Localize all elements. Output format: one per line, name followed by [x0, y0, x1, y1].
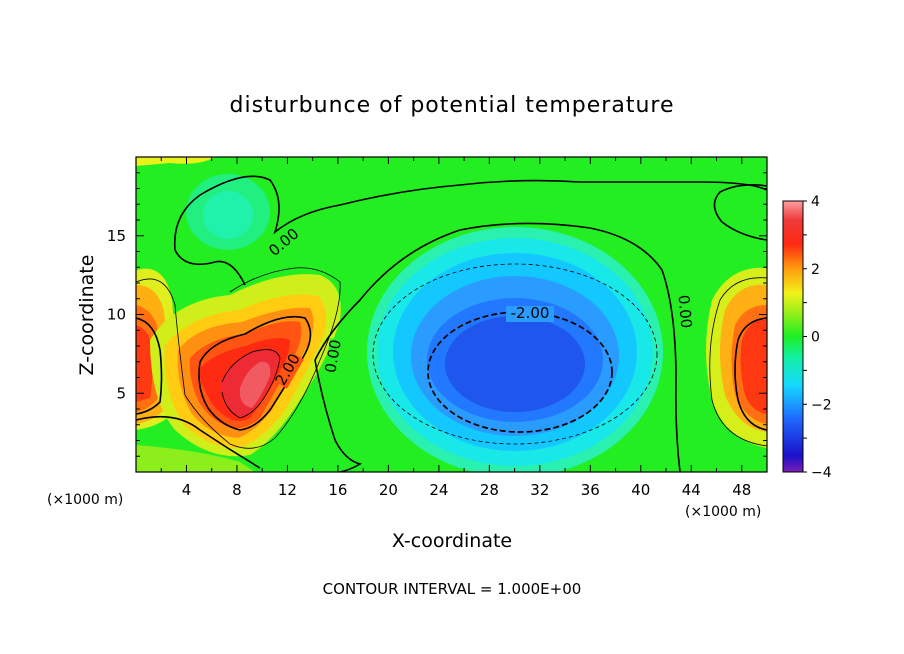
- x-unit-label-left: (×1000 m): [47, 492, 123, 508]
- x-tick-label: 16: [328, 481, 347, 499]
- contour-label: 0.00: [321, 338, 345, 374]
- x-tick-label: 4: [182, 481, 192, 499]
- axis-ticks: [136, 157, 767, 472]
- minus-one-contour: [372, 263, 658, 445]
- x-tick-label: 36: [581, 481, 600, 499]
- zero-contour-cold-bubble-left: [314, 359, 363, 472]
- x-tick-label: 20: [379, 481, 398, 499]
- y-axis-label: Z-coordinate: [76, 255, 98, 376]
- colorbar-tick-label: 4: [811, 194, 820, 210]
- y-tick-label: 5: [116, 384, 126, 402]
- x-tick-label: 48: [732, 481, 751, 499]
- contour-label: 0.00: [675, 294, 696, 329]
- y-tick-labels: 5 10 15: [107, 227, 126, 403]
- x-tick-label: 24: [429, 481, 448, 499]
- x-tick-label: 32: [530, 481, 549, 499]
- y-tick-label: 10: [107, 306, 126, 324]
- x-unit-label-right: (×1000 m): [685, 504, 761, 520]
- colorbar-tick-labels: −4 −2 0 2 4: [811, 194, 832, 481]
- x-tick-label: 28: [480, 481, 499, 499]
- zero-contour-right-lobe: [713, 184, 767, 241]
- colorbar-tick-label: 2: [811, 262, 820, 278]
- zero-contour-cold-bubble: [314, 222, 681, 472]
- contour-lines: [136, 175, 767, 472]
- colorbar-ticks: [803, 200, 807, 473]
- x-tick-label: 12: [278, 481, 297, 499]
- zero-contour-upper: [173, 175, 767, 251]
- plus-one-contour-left: [136, 267, 341, 449]
- colorbar: [782, 200, 804, 473]
- plus-two-contour-left: [136, 317, 163, 415]
- x-tick-label: 44: [682, 481, 701, 499]
- filled-contour-field: [136, 157, 767, 472]
- colorbar-tick-label: −2: [811, 397, 832, 413]
- x-tick-label: 40: [631, 481, 650, 499]
- x-axis-label: X-coordinate: [392, 530, 512, 552]
- zero-contour-bottom-left: [136, 415, 261, 469]
- chart-title: disturbunce of potential temperature: [230, 93, 675, 118]
- x-tick-labels: 4 8 12 16 20 24 28 32 36 40 44 48: [182, 481, 752, 499]
- contour-interval-note: CONTOUR INTERVAL = 1.000E+00: [323, 580, 582, 598]
- plus-three-contour: [221, 349, 281, 419]
- x-tick-label: 8: [232, 481, 242, 499]
- zero-contour-left-arc: [174, 249, 246, 286]
- colorbar-tick-label: 0: [811, 330, 820, 346]
- contour-label: -2.00: [511, 304, 550, 322]
- plus-two-contour-right: [734, 317, 767, 431]
- contour-label-group: 0.00 2.00 0.00 -2.00 0.00: [265, 225, 696, 389]
- y-tick-label: 15: [107, 227, 126, 245]
- colorbar-tick-label: −4: [811, 465, 832, 481]
- plus-one-contour-right: [709, 277, 767, 447]
